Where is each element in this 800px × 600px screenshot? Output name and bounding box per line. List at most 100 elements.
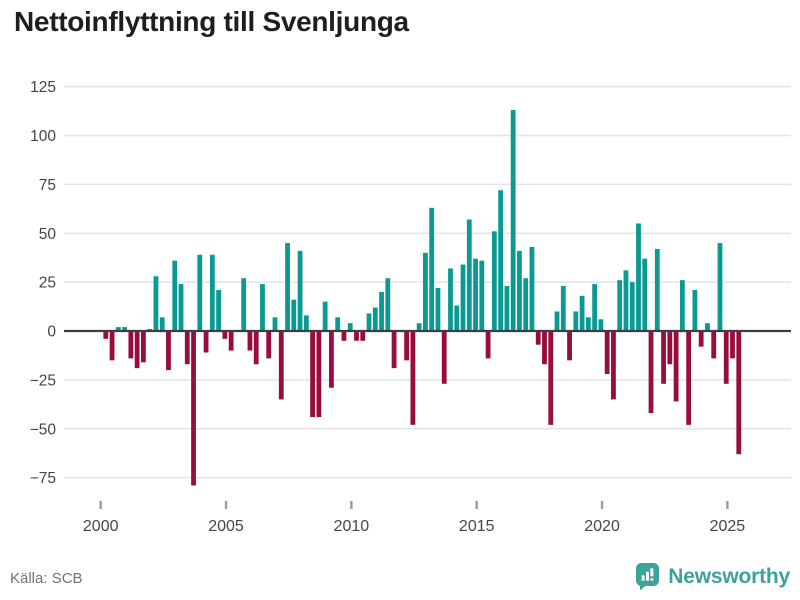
chart-footer: Källa: SCB Newsworthy [0, 554, 800, 600]
bar [191, 331, 196, 486]
bar [278, 331, 284, 400]
x-axis-label: 2010 [334, 518, 370, 535]
bar [560, 286, 566, 331]
bar [698, 331, 704, 347]
bar [115, 327, 121, 331]
bar [523, 278, 529, 331]
bar [128, 331, 134, 359]
bar [686, 331, 692, 425]
bar [661, 331, 666, 384]
y-axis-label: 75 [39, 177, 56, 194]
bar [335, 317, 341, 331]
y-axis-label: −25 [30, 372, 56, 389]
x-axis-label: 2020 [584, 518, 620, 535]
bar [153, 276, 159, 331]
bar [347, 323, 353, 331]
bar [291, 299, 297, 331]
bar [679, 280, 685, 331]
bar [203, 331, 209, 353]
bar [517, 250, 522, 331]
x-axis-label: 2000 [83, 518, 119, 535]
x-axis-label: 2015 [459, 518, 495, 535]
bar [184, 331, 190, 365]
bar [166, 331, 171, 371]
y-axis-label: 100 [30, 128, 56, 145]
bar [354, 331, 359, 341]
bar [178, 284, 184, 331]
bar [529, 246, 535, 331]
bar [141, 331, 146, 363]
bar [197, 254, 203, 331]
bar [705, 323, 710, 331]
bar [260, 284, 265, 331]
bar [272, 317, 278, 331]
bar [498, 190, 504, 331]
bar [404, 331, 410, 361]
y-axis-label: −75 [30, 470, 56, 487]
bar [460, 264, 466, 331]
bar [366, 313, 372, 331]
newsworthy-logo-text: Newsworthy [668, 564, 790, 588]
bar [598, 319, 604, 331]
bar [134, 331, 140, 369]
bar [322, 301, 328, 331]
bar [604, 331, 610, 375]
bar [391, 331, 397, 369]
bar [548, 331, 554, 425]
bar [329, 331, 334, 388]
bar [266, 331, 272, 359]
bar [535, 331, 541, 345]
bar [253, 331, 259, 365]
bar [441, 331, 447, 384]
bar [473, 258, 478, 331]
bar [466, 219, 472, 331]
bar [617, 280, 623, 331]
bar [122, 327, 128, 331]
bar [454, 305, 460, 331]
bar [491, 231, 497, 331]
newsworthy-logo: Newsworthy [634, 562, 790, 591]
bar [554, 311, 560, 331]
bar [654, 248, 660, 331]
bar [723, 331, 729, 384]
bar [636, 223, 641, 331]
bar [730, 331, 735, 359]
bar [510, 110, 516, 332]
bar [228, 331, 234, 351]
bar [429, 207, 435, 331]
bar [159, 317, 165, 331]
bar [479, 260, 485, 331]
y-axis-label: 25 [39, 275, 56, 292]
y-axis-label: 0 [47, 324, 56, 341]
bar [642, 258, 648, 331]
bar [360, 331, 366, 341]
bar [310, 331, 316, 418]
chart-title: Nettoinflyttning till Svenljunga [14, 6, 409, 37]
bar [692, 289, 698, 331]
bar [585, 317, 591, 331]
bar [416, 323, 422, 331]
bar [611, 331, 616, 400]
bar [385, 278, 391, 331]
bar [435, 287, 441, 331]
bar [717, 243, 723, 331]
bar [103, 331, 109, 339]
bar [303, 315, 309, 331]
x-axis-label: 2025 [710, 518, 746, 535]
y-axis-label: −50 [30, 421, 57, 438]
bar [209, 254, 215, 331]
bar [567, 331, 572, 361]
bar [736, 331, 742, 455]
bar [504, 286, 510, 331]
bar [542, 331, 547, 365]
bar [711, 331, 717, 359]
bar [629, 282, 635, 331]
bar [410, 331, 416, 425]
bar [623, 270, 629, 331]
bar [448, 268, 453, 331]
source-label: Källa: SCB [10, 570, 83, 587]
bar [673, 331, 679, 402]
bar [372, 307, 378, 331]
bar [592, 284, 598, 331]
